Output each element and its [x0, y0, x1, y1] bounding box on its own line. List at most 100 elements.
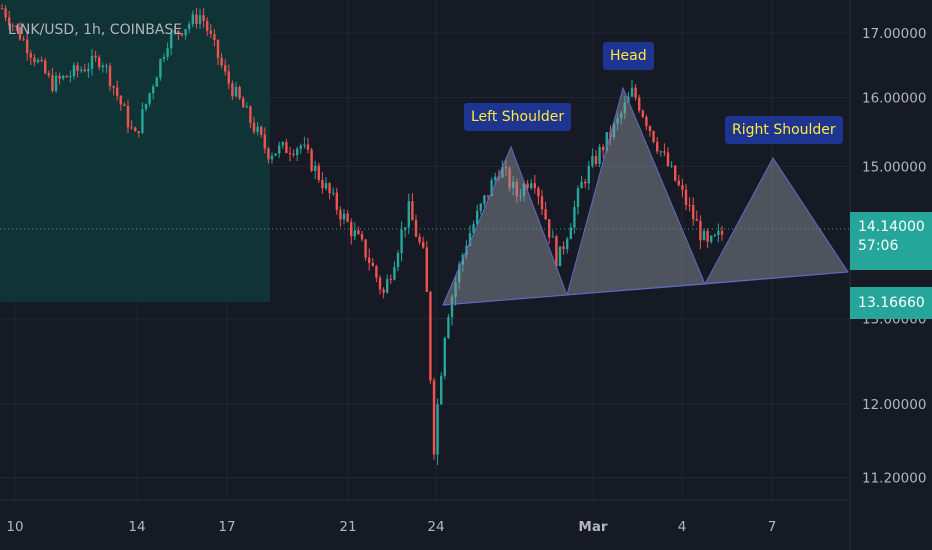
candle-body — [630, 87, 634, 97]
candle-body — [188, 24, 191, 30]
candle-body — [656, 141, 659, 152]
candle-body — [576, 188, 580, 207]
candle-body — [87, 68, 90, 72]
candle-body — [213, 33, 216, 40]
candle-body — [47, 73, 50, 76]
candle-body — [263, 134, 266, 149]
candle-body — [368, 257, 371, 263]
candle-body — [699, 220, 702, 241]
candle-body — [418, 236, 421, 243]
candle-body — [515, 181, 518, 197]
neckline-price-value: 13.16660 — [858, 295, 925, 311]
candle-body — [137, 131, 140, 133]
right-shoulder-label[interactable]: Right Shoulder — [725, 116, 843, 144]
candle-body — [587, 165, 590, 184]
candle-body — [432, 380, 436, 455]
candle-body — [504, 166, 508, 169]
candle-body — [584, 181, 587, 184]
candle-body — [206, 21, 209, 31]
candle-body — [324, 183, 328, 189]
candle-body — [681, 185, 684, 190]
candle-body — [245, 106, 248, 108]
candle-body — [580, 181, 583, 189]
candle-body — [4, 8, 7, 18]
candle-body — [33, 57, 36, 63]
candle-body — [148, 93, 151, 104]
candle-body — [0, 8, 4, 10]
candle-body — [141, 109, 144, 133]
candle-body — [98, 57, 101, 68]
candle-body — [296, 148, 299, 155]
candle-body — [591, 156, 594, 166]
candle-body — [674, 165, 677, 181]
candle-body — [472, 224, 475, 234]
head-label[interactable]: Head — [603, 42, 654, 70]
candle-body — [407, 201, 410, 228]
candle-body — [173, 30, 176, 34]
candle-body — [231, 83, 234, 97]
bar-countdown: 57:06 — [858, 238, 899, 254]
candle-body — [195, 14, 198, 24]
candle-body — [306, 144, 310, 150]
candle-body — [569, 227, 572, 240]
candle-body — [684, 189, 688, 205]
candle-body — [692, 205, 695, 220]
candle-body — [80, 69, 83, 71]
highlight-zone — [0, 0, 270, 302]
candle-body — [425, 247, 428, 292]
candle-body — [177, 30, 180, 34]
candle-body — [566, 239, 569, 250]
candle-body — [382, 289, 385, 293]
candle-body — [378, 277, 382, 290]
candle-body — [321, 179, 324, 189]
neckline — [442, 271, 849, 306]
y-tick-label: 12.00000 — [862, 397, 926, 413]
candle-body — [479, 203, 482, 211]
candle-body — [454, 282, 457, 298]
candle-body — [551, 236, 554, 238]
candle-body — [555, 236, 558, 267]
candle-body — [123, 104, 126, 106]
candle-body — [346, 213, 349, 222]
candle-body — [540, 196, 544, 210]
symbol-title: LINK/USD, 1h, COINBASE — [8, 22, 183, 38]
candle-body — [350, 221, 353, 237]
candle-body — [155, 77, 158, 87]
candle-body — [281, 142, 284, 146]
candle-body — [314, 165, 317, 171]
candle-body — [429, 291, 432, 381]
candle-body — [440, 375, 443, 405]
candle-body — [508, 168, 511, 188]
candle-body — [40, 59, 43, 61]
candle-body — [436, 404, 439, 455]
candle-body — [238, 87, 241, 99]
candle-body — [198, 15, 202, 24]
candle-body — [234, 87, 238, 97]
candle-body — [652, 131, 655, 142]
candle-body — [126, 105, 130, 128]
candle-body — [375, 266, 378, 278]
candle-body — [267, 148, 270, 160]
candle-body — [170, 33, 173, 49]
candle-body — [274, 153, 277, 156]
candle-body — [393, 267, 396, 280]
candle-body — [720, 230, 724, 235]
left-shoulder-label[interactable]: Left Shoulder — [464, 103, 572, 131]
candle-body — [159, 59, 162, 78]
candle-body — [76, 65, 79, 71]
candle-body — [116, 87, 119, 96]
candle-body — [328, 183, 331, 194]
neckline-price-tag: 13.16660 — [850, 287, 932, 319]
candle-body — [447, 317, 450, 338]
candle-body — [15, 25, 18, 28]
candle-body — [458, 264, 461, 283]
candle-body — [278, 145, 281, 154]
candle-body — [285, 142, 288, 154]
candle-body — [101, 65, 104, 68]
candle-body — [332, 192, 335, 194]
candle-body — [612, 123, 616, 138]
candle-body — [386, 279, 389, 293]
candle-body — [666, 152, 670, 166]
